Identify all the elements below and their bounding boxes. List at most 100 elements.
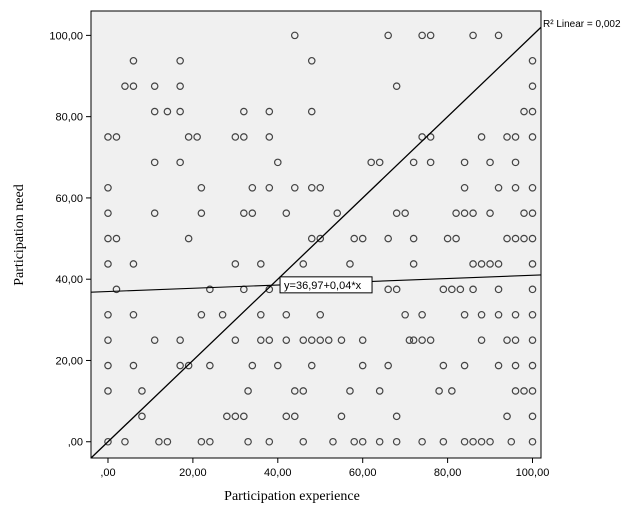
- data-point: [197, 437, 206, 446]
- data-point: [392, 412, 401, 421]
- fit-equation-box: [279, 276, 373, 294]
- data-point: [231, 412, 240, 421]
- data-point: [486, 209, 494, 217]
- data-point: [520, 234, 528, 243]
- data-point: [418, 310, 426, 319]
- data-point: [460, 209, 469, 217]
- data-point: [176, 361, 184, 370]
- data-point: [494, 31, 503, 40]
- data-point: [248, 361, 257, 370]
- data-point: [384, 285, 392, 294]
- data-point: [129, 361, 138, 370]
- data-point: [511, 234, 520, 243]
- data-point: [409, 260, 418, 268]
- data-point: [265, 133, 274, 141]
- data-point: [350, 437, 359, 446]
- data-point: [401, 310, 409, 319]
- data-point: [240, 133, 248, 141]
- data-point: [112, 234, 121, 243]
- data-point: [358, 361, 367, 370]
- data-point: [104, 310, 112, 319]
- r-squared-label: R² Linear = 0,002: [543, 19, 621, 30]
- data-point: [290, 31, 299, 40]
- data-point: [469, 285, 477, 294]
- data-point: [257, 260, 265, 268]
- data-point: [248, 209, 257, 217]
- data-point: [307, 361, 316, 370]
- data-point: [477, 133, 486, 141]
- data-point: [528, 387, 537, 395]
- data-point: [384, 361, 392, 370]
- data-point: [290, 387, 299, 395]
- data-point: [231, 133, 240, 141]
- data-point: [460, 183, 469, 192]
- data-point: [469, 31, 477, 40]
- data-point: [528, 56, 537, 65]
- data-point: [176, 107, 184, 116]
- data-point: [104, 234, 112, 243]
- data-point: [456, 285, 465, 294]
- data-point: [104, 183, 112, 192]
- data-point: [507, 437, 516, 446]
- data-point: [240, 107, 248, 116]
- data-point: [528, 260, 537, 268]
- x-tick-label: 40,00: [264, 467, 292, 479]
- data-point: [418, 437, 426, 446]
- data-point: [176, 56, 184, 65]
- data-point: [163, 107, 172, 116]
- data-point: [346, 387, 354, 395]
- data-point: [265, 107, 274, 116]
- data-point: [316, 183, 325, 192]
- data-point: [409, 158, 418, 167]
- data-point: [307, 107, 316, 116]
- data-point: [448, 285, 456, 294]
- data-point: [494, 260, 503, 268]
- data-point: [316, 234, 325, 243]
- data-point: [129, 260, 138, 268]
- data-point: [307, 234, 316, 243]
- data-point: [511, 158, 520, 167]
- data-point: [392, 82, 401, 90]
- data-point: [299, 336, 308, 344]
- y-tick-label: 60,00: [55, 193, 83, 205]
- data-point: [401, 209, 409, 217]
- data-point: [452, 234, 460, 243]
- data-point: [265, 183, 274, 192]
- data-point: [150, 158, 159, 167]
- data-point: [333, 209, 342, 217]
- data-point: [460, 361, 469, 370]
- data-points: [104, 31, 537, 446]
- data-point: [503, 234, 511, 243]
- data-point: [418, 31, 426, 40]
- data-point: [257, 336, 265, 344]
- data-point: [469, 260, 477, 268]
- data-point: [520, 209, 528, 217]
- x-tick-label: 100,00: [516, 467, 550, 479]
- data-point: [460, 158, 469, 167]
- data-point: [358, 336, 367, 344]
- data-point: [439, 437, 448, 446]
- data-point: [337, 336, 346, 344]
- data-point: [218, 310, 227, 319]
- data-point: [265, 285, 274, 294]
- data-point: [367, 158, 375, 167]
- data-point: [494, 285, 503, 294]
- data-point: [299, 260, 308, 268]
- data-point: [511, 336, 520, 344]
- data-point: [244, 387, 252, 395]
- data-point: [129, 56, 138, 65]
- x-tick-label: ,00: [100, 467, 115, 479]
- data-point: [206, 361, 214, 370]
- data-point: [528, 412, 537, 421]
- data-point: [112, 133, 121, 141]
- data-point: [150, 107, 159, 116]
- data-point: [176, 82, 184, 90]
- data-point: [511, 183, 520, 192]
- data-point: [528, 310, 537, 319]
- data-point: [439, 285, 448, 294]
- data-point: [316, 310, 325, 319]
- data-point: [197, 209, 206, 217]
- data-point: [121, 82, 129, 90]
- data-point: [240, 209, 248, 217]
